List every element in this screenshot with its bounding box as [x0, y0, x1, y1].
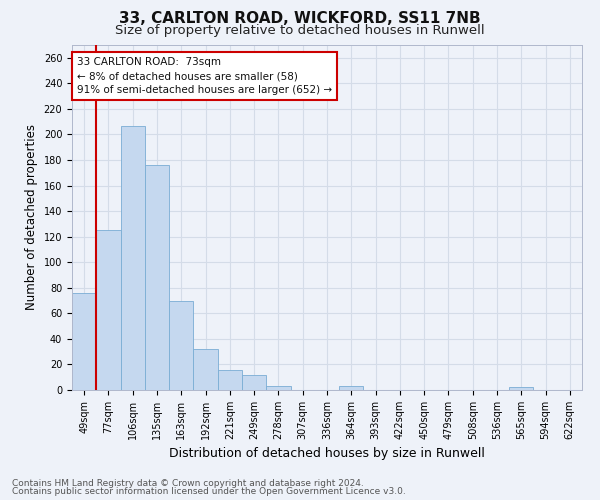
Bar [339, 386, 364, 390]
Bar [121, 126, 145, 390]
Y-axis label: Number of detached properties: Number of detached properties [25, 124, 38, 310]
Bar [509, 388, 533, 390]
Bar [266, 386, 290, 390]
Text: 33 CARLTON ROAD:  73sqm
← 8% of detached houses are smaller (58)
91% of semi-det: 33 CARLTON ROAD: 73sqm ← 8% of detached … [77, 57, 332, 95]
Text: Contains HM Land Registry data © Crown copyright and database right 2024.: Contains HM Land Registry data © Crown c… [12, 478, 364, 488]
Bar [72, 293, 96, 390]
Text: 33, CARLTON ROAD, WICKFORD, SS11 7NB: 33, CARLTON ROAD, WICKFORD, SS11 7NB [119, 11, 481, 26]
Bar [96, 230, 121, 390]
Bar [169, 300, 193, 390]
Bar [218, 370, 242, 390]
Bar [193, 349, 218, 390]
Text: Size of property relative to detached houses in Runwell: Size of property relative to detached ho… [115, 24, 485, 37]
Bar [145, 165, 169, 390]
Bar [242, 374, 266, 390]
Text: Contains public sector information licensed under the Open Government Licence v3: Contains public sector information licen… [12, 488, 406, 496]
X-axis label: Distribution of detached houses by size in Runwell: Distribution of detached houses by size … [169, 448, 485, 460]
